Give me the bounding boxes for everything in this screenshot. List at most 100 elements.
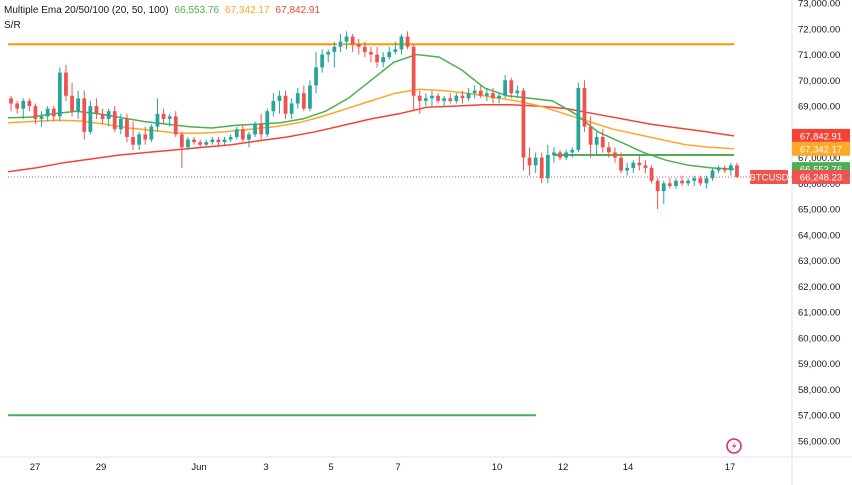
ema100-line: [7, 104, 735, 173]
candle-body: [564, 152, 569, 158]
candle-body: [503, 80, 508, 96]
candle-body: [179, 134, 184, 148]
candle-body: [106, 111, 111, 119]
candle-body: [454, 95, 459, 101]
candle-body: [509, 80, 514, 94]
candle-body: [661, 183, 666, 192]
ema20-value: 66,553.76: [174, 5, 220, 16]
candle-body: [375, 54, 379, 63]
ema-lines: [7, 53, 735, 173]
candle-body: [619, 157, 623, 171]
ema50-line: [7, 88, 735, 150]
last-price-tag: [792, 169, 850, 184]
candle-body: [253, 124, 257, 135]
candle-body: [332, 46, 337, 52]
candle-body: [680, 180, 684, 184]
sr-indicator-name[interactable]: S/R: [4, 20, 21, 31]
candle-body: [716, 167, 721, 171]
x-tick-label: 29: [96, 462, 107, 473]
candle-body: [314, 67, 318, 86]
candle-body: [570, 149, 575, 153]
candle-body: [655, 180, 660, 192]
ema100-price-tag-label: 67,842.91: [800, 131, 842, 142]
sr-lines: [8, 43, 734, 417]
candle-body: [240, 129, 245, 140]
x-tick-label: 3: [263, 462, 268, 473]
candle-body: [686, 180, 691, 184]
last-price-tag-label: 66,248.23: [800, 172, 842, 183]
candle-body: [9, 98, 13, 104]
indicator-name[interactable]: Multiple Ema 20/50/100 (20, 50, 100): [4, 5, 169, 16]
candle-body: [674, 180, 678, 186]
ema100-price-tag: [792, 128, 850, 143]
candle-body: [631, 162, 636, 168]
candle-body: [356, 44, 361, 47]
candle-body: [295, 93, 300, 104]
candle-body: [594, 136, 599, 145]
ema50-value: 67,342.17: [225, 5, 270, 16]
symbol-tag-label: BTCUSD: [749, 172, 788, 183]
x-tick-label: 5: [328, 462, 333, 473]
candle-body: [436, 95, 440, 101]
candle-body: [259, 124, 264, 135]
price-axis[interactable]: 73,000.00 72,000.00 71,000.00 70,000.00 69,0…: [798, 0, 840, 448]
candle-body: [27, 100, 32, 107]
ema100-value: 67,842.91: [275, 5, 321, 16]
candle-body: [393, 49, 398, 52]
candle-body: [417, 95, 422, 101]
candle-body: [173, 116, 178, 135]
candle-body: [472, 90, 477, 94]
candle-body: [710, 170, 715, 179]
candle-body: [118, 118, 123, 130]
candle-body: [39, 116, 44, 119]
x-tick-label: 17: [725, 462, 736, 473]
candle-body: [600, 136, 605, 148]
candle-body: [247, 134, 251, 140]
candle-body: [149, 126, 154, 140]
candle-body: [558, 152, 562, 158]
x-tick-label: Jun: [191, 462, 206, 473]
candle-body: [448, 98, 453, 101]
candle-body: [704, 178, 709, 184]
x-tick-label: 14: [623, 462, 634, 473]
candle-body: [667, 183, 672, 186]
candle-body: [326, 51, 331, 55]
candle-body: [643, 165, 648, 168]
candle-body: [533, 157, 538, 166]
candle-body: [204, 142, 209, 145]
y-tick-label: 61,000.00: [798, 308, 840, 319]
candle-body: [430, 95, 434, 99]
candle-body: [515, 90, 520, 94]
x-tick-label: 27: [30, 462, 41, 473]
y-tick-label: 72,000.00: [798, 24, 840, 35]
candle-body: [88, 106, 93, 132]
candle-body: [271, 100, 276, 112]
candle-body: [606, 147, 611, 153]
candle-body: [728, 165, 733, 171]
candle-body: [692, 178, 697, 181]
candle-body: [198, 142, 203, 145]
candlesticks: [9, 31, 739, 210]
candle-body: [64, 72, 68, 96]
time-axis[interactable]: 27 29 Jun 3 5 7 10 12 14 17: [30, 462, 736, 473]
candle-body: [222, 139, 227, 143]
candle-body: [289, 103, 294, 114]
candle-body: [405, 36, 410, 47]
ema50-price-tag-label: 67,342.17: [800, 144, 842, 155]
tradingview-logo-icon[interactable]: [726, 438, 742, 454]
candle-body: [491, 93, 495, 99]
candle-body: [112, 111, 117, 130]
symbol-tag: [750, 169, 788, 184]
candle-body: [143, 134, 148, 140]
candle-body: [320, 54, 325, 68]
indicator-legend: Multiple Ema 20/50/100 (20, 50, 100) 66,5…: [4, 3, 326, 33]
candle-body: [369, 51, 373, 55]
candle-body: [70, 95, 74, 112]
ema20-line: [7, 53, 735, 170]
candle-body: [301, 93, 306, 109]
candle-body: [722, 167, 727, 171]
candle-body: [576, 88, 581, 150]
candle-body: [210, 139, 215, 143]
candle-body: [350, 36, 355, 45]
